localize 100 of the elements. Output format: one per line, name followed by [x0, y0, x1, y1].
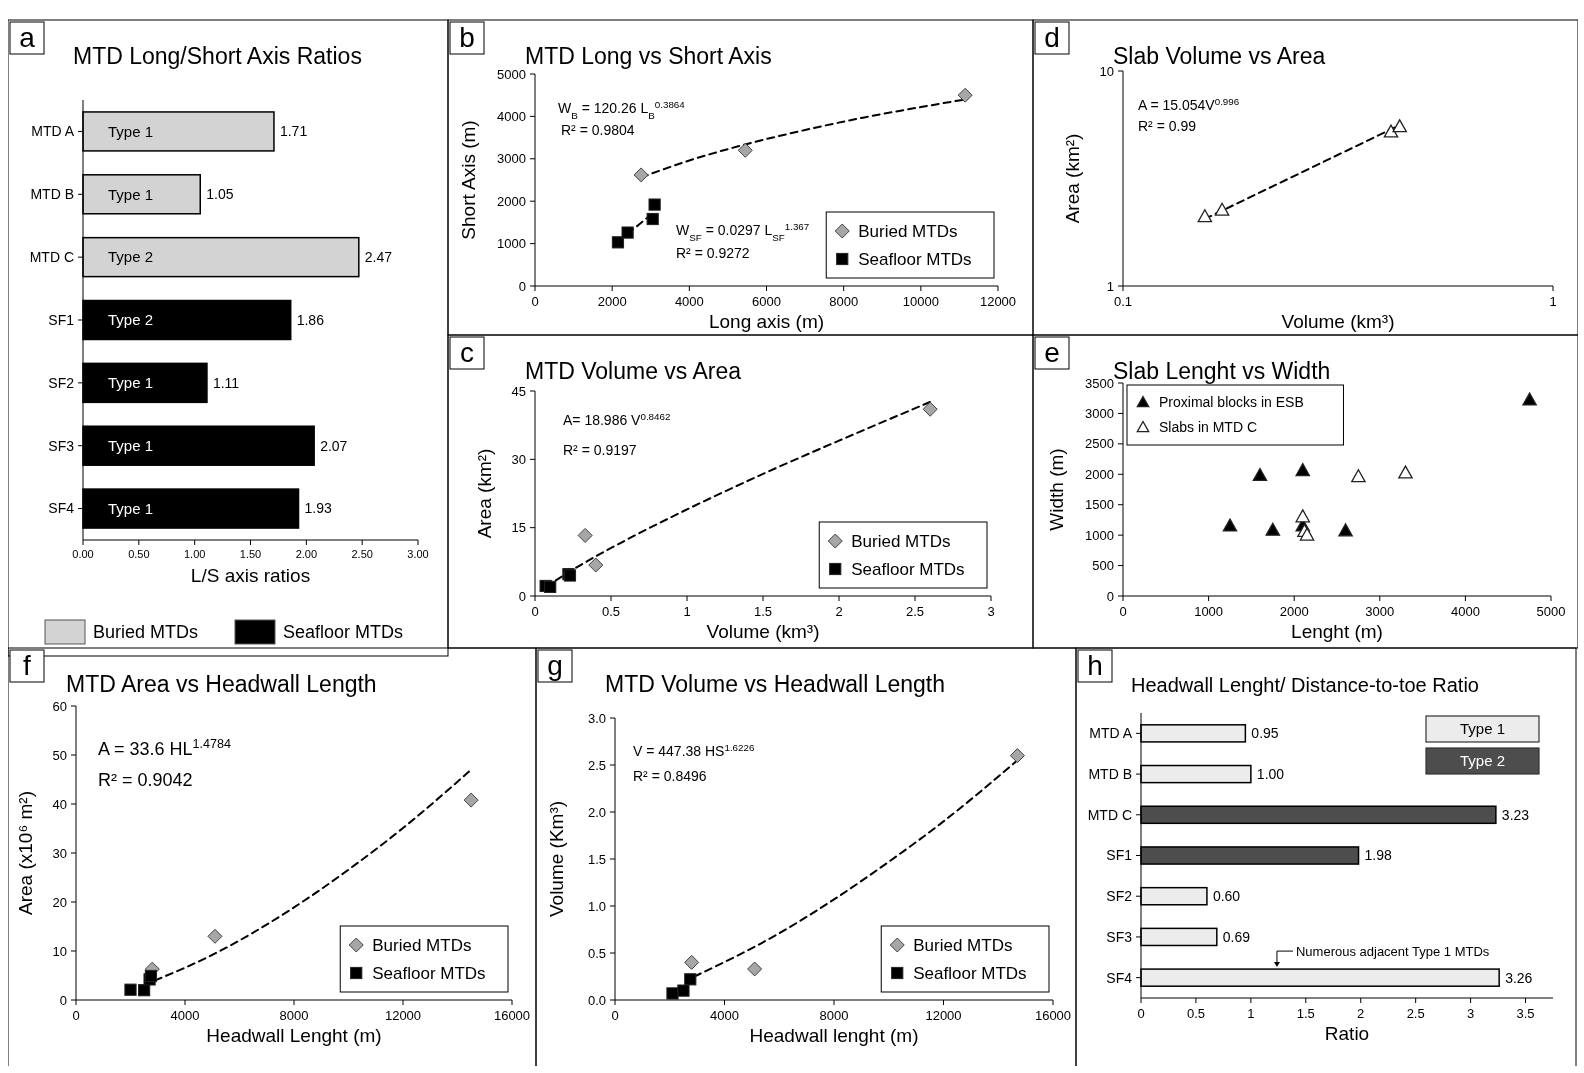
y-tick-label: 1000 — [497, 236, 526, 252]
y-tick-label: 2500 — [1085, 436, 1114, 452]
x-tick-label: 4000 — [674, 294, 704, 309]
y-tick-label: 10 — [52, 943, 67, 959]
data-label: 3.26 — [1505, 969, 1533, 986]
y-tick-label: SF3 — [1106, 928, 1133, 945]
y-tick-label: 3500 — [1085, 375, 1114, 391]
y-tick-label: 0.5 — [587, 945, 606, 961]
data-label: 2.47 — [364, 249, 393, 266]
x-tick-label: 0.50 — [128, 548, 150, 560]
y-tick-label: 0 — [1106, 588, 1114, 604]
data-label: 1.00 — [1256, 765, 1285, 782]
chart-title: MTD Volume vs Area — [525, 358, 742, 384]
x-tick-label: 0 — [611, 1008, 619, 1023]
y-tick-label: SF1 — [1106, 847, 1133, 864]
data-label: 1.93 — [304, 500, 332, 517]
y-tick-label: MTD A — [31, 123, 75, 140]
y-tick-label: MTD B — [1088, 765, 1132, 782]
x-tick-label: 16000 — [1034, 1008, 1072, 1023]
y-tick-label: 2000 — [497, 193, 526, 209]
data-label: 0.95 — [1251, 725, 1279, 742]
legend-label: Buried MTDs — [858, 221, 958, 241]
x-tick-label: 3 — [1466, 1006, 1475, 1021]
y-tick-label: 0 — [518, 278, 526, 294]
legend-label: Proximal blocks in ESB — [1159, 394, 1304, 411]
y-axis-title: Volume (Km³) — [546, 800, 567, 918]
x-tick-label: 1 — [1247, 1006, 1255, 1021]
y-tick-label: 30 — [511, 451, 526, 467]
annotation: Type 1 — [108, 185, 154, 203]
annotation: R² = 0.9804 — [561, 122, 635, 138]
y-tick-label: 2.5 — [587, 757, 606, 773]
x-tick-label: 2 — [1357, 1006, 1365, 1021]
annotation: R² = 0.8496 — [633, 768, 707, 784]
x-tick-label: 1.50 — [239, 548, 262, 560]
x-tick-label: 16000 — [493, 1008, 531, 1023]
y-tick-label: 40 — [52, 796, 67, 812]
x-tick-label: 6000 — [752, 294, 781, 309]
y-tick-label: 3000 — [1085, 405, 1114, 421]
y-tick-label: 2.0 — [587, 804, 606, 820]
annotation: R² = 0.9272 — [676, 245, 750, 261]
data-label: 3.23 — [1501, 806, 1530, 823]
annotation: Type 1 — [108, 374, 154, 392]
legend-label: Seafloor MTDs — [913, 963, 1027, 983]
text: g — [547, 650, 563, 681]
x-axis-title: Headwall Lenght (m) — [206, 1025, 382, 1046]
x-tick-label: 2000 — [597, 294, 627, 309]
y-tick-label: SF1 — [48, 311, 75, 328]
x-tick-label: 4000 — [1450, 604, 1480, 619]
y-tick-label: SF2 — [48, 374, 75, 391]
x-tick-label: 12000 — [925, 1008, 962, 1023]
y-tick-label: 30 — [52, 845, 67, 861]
y-tick-label: 45 — [511, 383, 526, 399]
data-label: 1.71 — [279, 123, 308, 140]
chart-title: Slab Volume vs Area — [1113, 43, 1326, 69]
x-axis-title: L/S axis ratios — [190, 565, 311, 586]
x-tick-label: 3.00 — [407, 548, 429, 560]
y-axis-title: Short Axis (m) — [458, 120, 479, 240]
data-label: 2.07 — [320, 437, 348, 454]
chart-title: MTD Area vs Headwall Length — [66, 671, 377, 697]
annotation: A = 15.054V$^{0.996}$ — [1138, 95, 1240, 113]
chart-title: Headwall Lenght/ Distance-to-toe Ratio — [1131, 674, 1479, 696]
text: Type 2 — [1459, 752, 1506, 770]
y-tick-label: 60 — [52, 698, 67, 714]
y-tick-label: 50 — [52, 747, 67, 763]
annotation: A = 33.6 HL$^{1.4784}$ — [98, 737, 232, 759]
legend-label: Slabs in MTD C — [1159, 419, 1258, 436]
y-tick-label: 2000 — [1085, 466, 1114, 482]
y-axis-title: Area (km²) — [1062, 133, 1083, 224]
legend-label: Buried MTDs — [372, 935, 472, 955]
x-tick-label: 3 — [987, 604, 995, 619]
chart-title: MTD Volume vs Headwall Length — [605, 671, 946, 697]
y-tick-label: 10 — [1099, 63, 1114, 79]
text: h — [1087, 650, 1103, 681]
x-tick-label: 0.5 — [1186, 1006, 1205, 1021]
annotation: R² = 0.9197 — [563, 442, 637, 458]
x-tick-label: 1000 — [1194, 604, 1224, 619]
legend-label: Buried MTDs — [851, 531, 951, 551]
x-tick-label: 1.00 — [183, 548, 206, 560]
x-tick-label: 4000 — [710, 1008, 739, 1023]
legend-label: Seafloor MTDs — [851, 559, 965, 579]
y-tick-label: 1.0 — [587, 898, 606, 914]
x-tick-label: 1.5 — [753, 604, 773, 619]
text: f — [23, 650, 32, 681]
annotation: Type 2 — [108, 248, 154, 266]
x-tick-label: 8000 — [819, 1008, 849, 1023]
x-tick-label: 2.5 — [1406, 1006, 1425, 1021]
y-tick-label: 3000 — [497, 151, 526, 167]
annotation: Type 2 — [108, 311, 154, 329]
y-axis-title: Area (km²) — [474, 448, 495, 539]
y-tick-label: 500 — [1092, 558, 1114, 574]
legend-label: Buried MTDs — [913, 935, 1013, 955]
x-tick-label: 0 — [531, 294, 539, 309]
annotation: A= 18.986 V$^{0.8462}$ — [563, 410, 671, 428]
x-tick-label: 3000 — [1365, 604, 1395, 619]
x-tick-label: 8000 — [279, 1008, 309, 1023]
legend-label: Seafloor MTDs — [283, 622, 404, 643]
x-tick-label: 1.5 — [1296, 1006, 1315, 1021]
data-label: 0.60 — [1212, 888, 1241, 905]
y-tick-label: 3.0 — [587, 710, 606, 726]
annotation: V = 447.38 HS$^{1.6226}$ — [633, 741, 755, 759]
